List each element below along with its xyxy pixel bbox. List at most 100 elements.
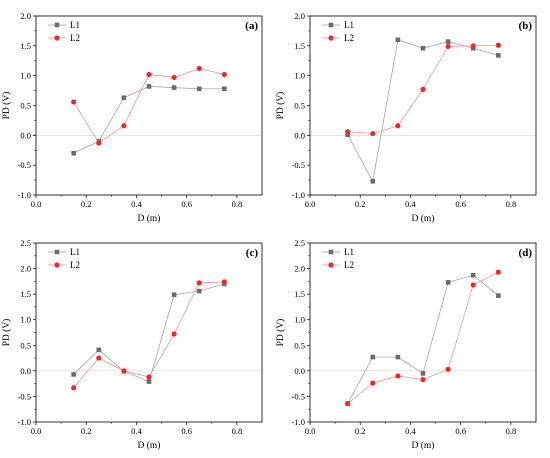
series-line-l1	[347, 274, 499, 404]
data-point-l1	[196, 288, 202, 294]
series-line-l1	[347, 39, 499, 183]
y-tick-label: 2.0	[20, 11, 31, 21]
legend-label-l2: L2	[344, 260, 354, 270]
legend-marker-l2	[328, 262, 334, 268]
legend-label-l1: L1	[344, 247, 354, 257]
series-line-l2	[73, 281, 225, 388]
y-tick-label: 2.0	[294, 11, 305, 21]
y-tick-label: 1.5	[20, 41, 31, 51]
data-point-l2	[420, 86, 426, 92]
y-tick-label: -0.5	[18, 160, 31, 170]
series-l1	[345, 37, 501, 184]
data-point-l1	[171, 85, 177, 90]
legend-marker-l2	[54, 35, 60, 41]
y-tick-label: 1.5	[294, 41, 305, 51]
data-point-l2	[196, 280, 202, 286]
y-tick-label: 1.5	[20, 289, 31, 299]
x-tick-label: 0.4	[405, 426, 416, 436]
data-point-l2	[370, 380, 376, 386]
y-tick-label: -1.0	[292, 417, 305, 427]
data-point-l2	[370, 130, 376, 137]
data-point-l2	[445, 43, 451, 50]
x-tick-label: 0.4	[131, 426, 142, 436]
data-point-l2	[495, 42, 501, 48]
data-point-l1	[71, 372, 76, 377]
panel-1: 0.0 0.2 0.4 0.6 0.8 -1.0 -0.5 0.0 0.5 1.0 1.5 2.0 D …	[1, 11, 263, 224]
data-point-l2	[121, 123, 127, 129]
series-l1	[345, 272, 501, 406]
data-point-l1	[420, 45, 426, 51]
legend-marker-l1	[328, 22, 334, 28]
data-point-l2	[146, 71, 152, 78]
legend-label-l2: L2	[344, 33, 354, 43]
data-point-l1	[121, 95, 127, 101]
y-tick-label: 2.0	[20, 264, 31, 274]
y-tick-label: 1.0	[294, 315, 305, 325]
series-l1	[71, 281, 227, 384]
legend-marker-l1	[54, 22, 60, 28]
legend-label-l1: L1	[70, 247, 80, 257]
data-point-l2	[420, 376, 426, 383]
data-point-l1	[496, 53, 501, 58]
series-l2	[71, 279, 227, 391]
panel-label: (d)	[519, 247, 533, 259]
y-tick-label: -0.5	[18, 391, 31, 401]
x-tick-label: 0.2	[355, 199, 366, 209]
panel-label: (a)	[245, 20, 258, 32]
y-tick-label: -1.0	[292, 190, 305, 200]
series-l2	[345, 42, 501, 137]
data-point-l2	[96, 355, 102, 361]
data-point-l2	[470, 43, 476, 49]
legend-marker-l1	[54, 249, 60, 255]
y-tick-label: 2.0	[294, 264, 305, 274]
x-tick-label: 0.4	[131, 199, 142, 209]
data-point-l1	[470, 272, 476, 278]
y-tick-label: 1.0	[20, 315, 31, 325]
data-point-l2	[445, 366, 451, 372]
data-point-l1	[146, 84, 152, 89]
series-l2	[345, 269, 501, 407]
x-tick-label: 0.6	[455, 199, 466, 209]
data-point-l1	[395, 354, 401, 360]
x-tick-label: 0.6	[455, 426, 466, 436]
data-point-l1	[370, 354, 376, 360]
panel-2: 0.0 0.2 0.4 0.6 0.8 -1.0 -0.5 0.0 0.5 1.0 1.5 2.0 D …	[275, 11, 537, 224]
data-point-l2	[71, 385, 77, 391]
x-tick-label: 0.8	[506, 199, 517, 209]
y-tick-label: 0.0	[20, 130, 31, 140]
y-tick-label: 0.0	[20, 366, 31, 376]
legend-marker-l2	[54, 262, 60, 268]
x-tick-label: 0.8	[506, 426, 517, 436]
data-point-l2	[395, 373, 401, 379]
data-point-l2	[495, 269, 501, 275]
x-tick-label: 0.8	[232, 199, 243, 209]
data-point-l1	[445, 280, 451, 285]
x-tick-label: 0.6	[181, 426, 192, 436]
data-point-l2	[345, 400, 351, 407]
data-point-l1	[71, 150, 76, 156]
data-point-l2	[71, 99, 77, 105]
panel-3: 0.0 0.2 0.4 0.6 0.8 -1.0 -0.5 0.0 0.5 1.0 1.5 2.0 2.…	[1, 238, 263, 451]
data-point-l1	[96, 347, 102, 353]
y-tick-label: 0.0	[294, 130, 305, 140]
data-point-l1	[222, 86, 227, 92]
data-point-l1	[196, 86, 202, 92]
x-tick-label: 0.2	[81, 426, 92, 436]
legend-label-l2: L2	[70, 33, 80, 43]
x-axis-title: D (m)	[138, 213, 161, 224]
series-line-l1	[73, 283, 225, 383]
data-point-l2	[345, 129, 351, 135]
y-tick-label: 0.5	[20, 340, 31, 350]
y-tick-label: -1.0	[18, 417, 31, 427]
data-point-l2	[221, 71, 227, 78]
legend-label-l2: L2	[70, 260, 80, 270]
series-line-l2	[73, 68, 225, 144]
data-point-l1	[445, 39, 451, 44]
y-axis-title: PD (V)	[275, 92, 286, 120]
y-tick-label: 1.0	[20, 71, 31, 81]
data-point-l1	[146, 379, 152, 384]
data-point-l2	[146, 374, 152, 380]
y-axis-title: PD (V)	[1, 92, 12, 120]
